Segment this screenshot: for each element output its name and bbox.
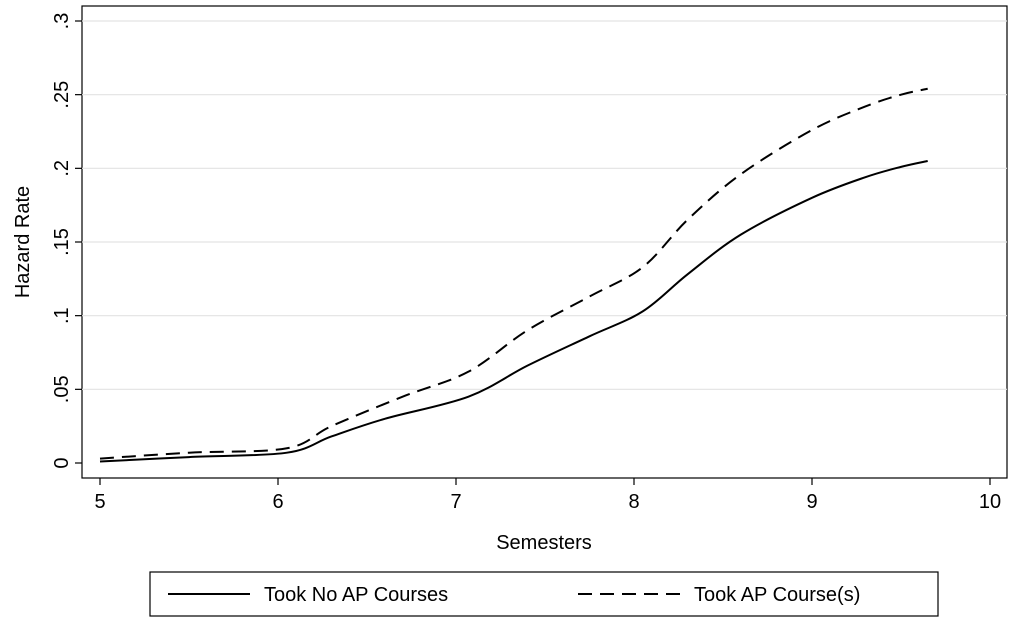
legend: Took No AP Courses Took AP Course(s) [149, 571, 939, 617]
x-tick-label: 7 [450, 491, 461, 513]
y-axis-title: Hazard Rate [12, 186, 34, 298]
x-tick-label: 8 [628, 491, 639, 513]
x-tick-label: 10 [979, 491, 1001, 513]
y-tick-label: 0 [51, 457, 73, 468]
y-tick-label: .15 [51, 228, 73, 256]
series-lines [99, 87, 928, 463]
x-tick-label: 9 [806, 491, 817, 513]
x-axis-title: Semesters [496, 532, 592, 554]
gridlines [82, 20, 1007, 390]
y-tick-label: .25 [51, 81, 73, 109]
series-line-ap [99, 87, 928, 460]
axis-ticks: 0 .05 .1 .15 .2 .25 .3 5 6 7 8 9 10 [51, 13, 1001, 513]
y-tick-label: .05 [51, 375, 73, 403]
series-line-no-ap [99, 159, 928, 463]
x-tick-label: 5 [94, 491, 105, 513]
legend-label-ap: Took AP Course(s) [694, 584, 860, 606]
x-tick-label: 6 [272, 491, 283, 513]
y-tick-label: .3 [51, 13, 73, 30]
y-tick-label: .1 [51, 307, 73, 324]
y-tick-label: .2 [51, 160, 73, 177]
legend-box [149, 571, 939, 617]
legend-label-no-ap: Took No AP Courses [264, 584, 448, 606]
